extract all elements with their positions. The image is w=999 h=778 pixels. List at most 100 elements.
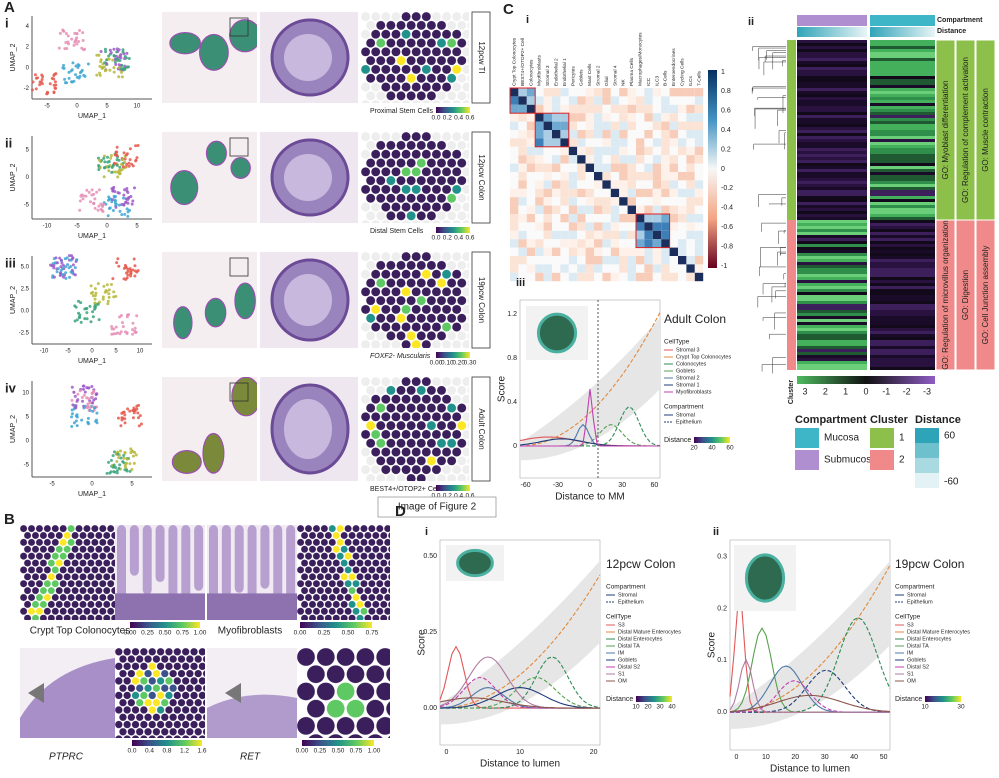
- spot: [436, 438, 447, 448]
- heatmap-cell: [577, 256, 586, 265]
- spot: [431, 464, 442, 475]
- inset-tissue: [536, 312, 578, 354]
- cell-dot: [120, 70, 124, 74]
- spot: [431, 219, 441, 223]
- cell-dot: [79, 320, 83, 324]
- cell-dot: [125, 207, 129, 211]
- cell-dot: [36, 76, 40, 80]
- spot: [198, 691, 205, 700]
- heatmap-row: [797, 298, 867, 301]
- spot: [139, 706, 148, 714]
- inset-map: [734, 545, 796, 611]
- spot: [380, 545, 388, 554]
- heatmap-row: [797, 196, 867, 199]
- heatmap-cell: [627, 113, 636, 122]
- cell-dot: [129, 274, 133, 278]
- colorbar-tick: 40: [708, 445, 716, 452]
- cell-dot: [85, 311, 89, 315]
- heatmap-cell: [535, 88, 544, 97]
- spot: [304, 566, 313, 574]
- spot: [451, 447, 462, 457]
- spot: [336, 552, 344, 560]
- spot: [467, 261, 469, 270]
- cell-dot: [117, 158, 121, 162]
- heatmap-cell: [644, 264, 653, 273]
- cell-dot: [113, 153, 117, 157]
- heatmap-cell: [585, 113, 594, 122]
- spot: [401, 202, 411, 212]
- inset-tissue: [456, 548, 494, 578]
- spot: [365, 473, 376, 481]
- spot: [39, 600, 48, 609]
- heatmap-cell: [543, 230, 552, 240]
- spot: [421, 47, 432, 57]
- colorbar-tick: 0.0: [431, 235, 440, 242]
- heatmap-cell: [552, 121, 561, 130]
- cell-dot: [71, 403, 75, 407]
- spot: [83, 538, 91, 547]
- spot: [442, 219, 452, 223]
- spot: [431, 184, 442, 195]
- heatmap-row: [797, 160, 867, 163]
- cell-dot: [112, 332, 116, 336]
- cell-dot: [121, 325, 125, 329]
- dendrogram: [760, 247, 786, 267]
- confidence-band: [440, 560, 600, 725]
- heatmap-cell: [644, 172, 653, 181]
- cell-dot: [67, 76, 71, 80]
- spot: [368, 607, 376, 616]
- heatmap-cell: [661, 155, 670, 164]
- heatmap-cell: [585, 205, 594, 214]
- heatmap-cell: [610, 104, 620, 114]
- heatmap-cell: [526, 256, 536, 265]
- spot: [406, 385, 416, 396]
- spot: [361, 412, 371, 422]
- cell-dot: [125, 457, 129, 461]
- heatmap-row: [870, 187, 935, 190]
- spot: [43, 538, 52, 547]
- cell-dot: [77, 311, 81, 315]
- spot: [446, 211, 457, 221]
- spot: [421, 412, 432, 422]
- heatmap-cell: [543, 155, 552, 164]
- heatmap-cell: [543, 130, 552, 139]
- column-label: NK: [621, 79, 627, 86]
- cell-dot: [123, 451, 127, 455]
- heatmap-cell: [678, 239, 687, 248]
- cell-dot: [109, 282, 113, 286]
- spot: [71, 586, 79, 595]
- cell-dot: [101, 210, 105, 214]
- spot: [376, 295, 386, 306]
- dendrogram: [761, 222, 786, 232]
- heatmap-cell: [585, 180, 594, 189]
- column-label: Myofibroblasts: [537, 54, 543, 86]
- spot: [462, 447, 469, 457]
- heatmap-cell: [636, 205, 645, 214]
- confidence-band: [730, 561, 890, 729]
- heatmap-cell: [610, 197, 620, 206]
- heatmap-cell: [678, 205, 687, 214]
- spot: [381, 269, 391, 279]
- spot: [386, 438, 396, 448]
- heatmap-cell: [627, 264, 636, 273]
- heatmap-cell: [518, 264, 527, 273]
- dendrogram: [762, 317, 786, 321]
- heatmap-row: [870, 178, 935, 181]
- cell-dot: [61, 272, 65, 276]
- tick-label: 10: [516, 749, 524, 756]
- heatmap-cell: [510, 264, 519, 273]
- colorbar-tick: 0.25: [141, 630, 154, 637]
- colorbar-tick: 0.00: [430, 360, 443, 367]
- cell-dot: [77, 299, 81, 303]
- spot: [446, 38, 457, 48]
- heatmap-row: [797, 289, 867, 292]
- heatmap-cell: [661, 163, 670, 172]
- spot: [71, 614, 79, 620]
- cell-dot: [59, 271, 63, 275]
- heatmap-cell: [619, 172, 628, 181]
- spot: [376, 538, 384, 547]
- heatmap-cell: [518, 230, 527, 240]
- cell-dot: [128, 462, 132, 466]
- tick-label: 0.4: [507, 399, 517, 406]
- cell-dot: [133, 331, 137, 335]
